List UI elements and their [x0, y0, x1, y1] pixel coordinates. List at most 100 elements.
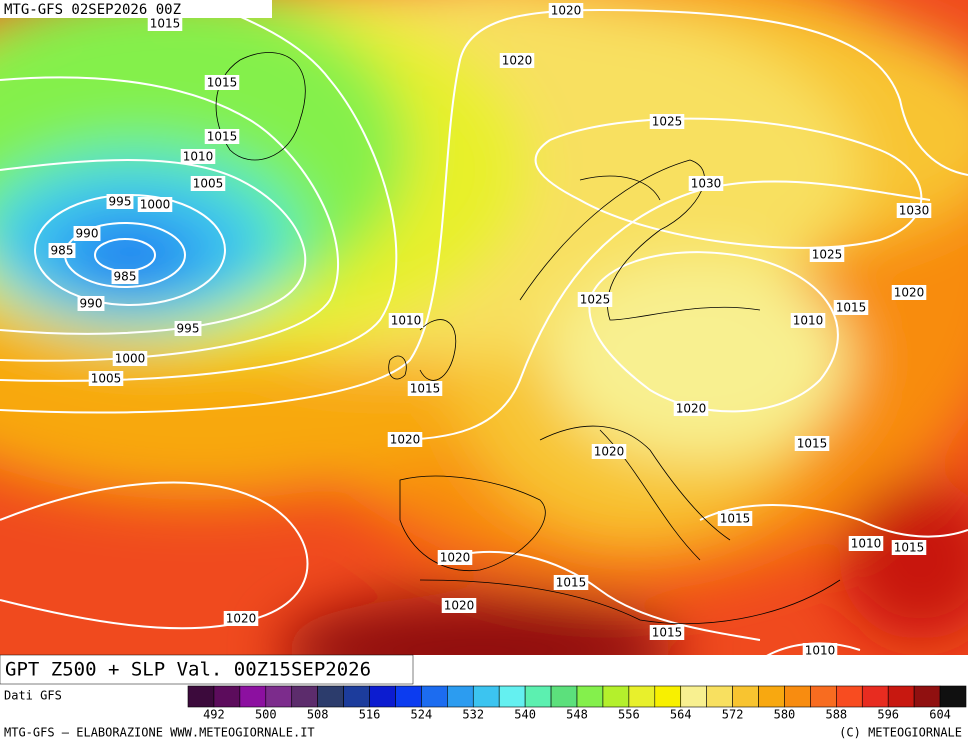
isobar-label-bg	[407, 381, 443, 396]
colorbar-tick-label: 524	[411, 708, 433, 722]
isobar-label-bg	[106, 194, 134, 209]
colorbar-swatch	[887, 685, 915, 708]
isobar-label: 990	[80, 297, 103, 311]
isobar-label: 1000	[115, 352, 146, 366]
isobar-label: 1015	[207, 130, 238, 144]
isobar-label-bg	[896, 203, 932, 218]
isobar-label-bg	[790, 313, 826, 328]
isobar-label-bg	[77, 296, 105, 311]
isobar-label: 1025	[812, 248, 843, 262]
colorbar-tick-label: 500	[255, 708, 277, 722]
isobar-label-bg	[204, 75, 240, 90]
title-box	[0, 654, 414, 685]
isobar-label-bg	[387, 432, 423, 447]
colorbar-swatch	[602, 685, 630, 708]
footer-left: MTG-GFS — ELABORAZIONE WWW.METEOGIORNALE…	[4, 726, 315, 740]
colorbar-swatch	[187, 685, 215, 708]
isobar-label: 995	[109, 195, 132, 209]
isobar-label-bg	[794, 436, 830, 451]
colorbar-swatch	[680, 685, 707, 708]
isobar-label: 1010	[183, 150, 214, 164]
colorbar-tick-label: 604	[929, 708, 951, 722]
isobar-label-bg	[891, 285, 927, 300]
isobar-label: 1015	[410, 382, 441, 396]
isobar-label: 1015	[652, 626, 683, 640]
isobar-label-bg	[137, 197, 173, 212]
isobar-label-bg	[204, 129, 240, 144]
isobar-label: 1020	[440, 551, 471, 565]
colorbar-swatch	[369, 685, 396, 708]
isobar-label: 1020	[390, 433, 421, 447]
isobar-label: 1000	[140, 198, 171, 212]
colorbar-swatch	[213, 685, 241, 708]
footer-right: (C) METEOGIORNALE	[839, 726, 962, 740]
isobar-label: 1005	[91, 372, 122, 386]
isobar-label-bg	[553, 575, 589, 590]
colorbar-swatch	[836, 685, 863, 708]
colorbar-swatch	[317, 685, 344, 708]
isobar-label-bg	[649, 114, 685, 129]
isobar-label: 1020	[676, 402, 707, 416]
isobar-label: 1030	[691, 177, 722, 191]
colorbar-swatch	[472, 685, 500, 708]
isobar-label-bg	[833, 300, 869, 315]
colorbar-swatch	[395, 685, 422, 708]
colorbar-tick-label: 548	[566, 708, 588, 722]
isobar-label-bg	[388, 313, 424, 328]
isobar-label: 1015	[150, 17, 181, 31]
isobar-label-bg	[548, 3, 584, 18]
colorbar-swatch	[861, 685, 889, 708]
header-box	[0, 0, 272, 18]
isobar-label: 1005	[193, 177, 224, 191]
colorbar-tick-label: 540	[514, 708, 536, 722]
isobar-label: 1015	[894, 541, 925, 555]
isobar-label-bg	[891, 540, 927, 555]
isobar-label-bg	[111, 269, 139, 284]
isobar-label-bg	[73, 226, 101, 241]
title: GPT Z500 + SLP Val. 00Z15SEP2026	[5, 659, 371, 681]
isobar-label-bg	[112, 351, 148, 366]
isobar-label: 1015	[836, 301, 867, 315]
isobar-label: 1030	[899, 204, 930, 218]
isobar-label: 1010	[391, 314, 422, 328]
isobar-label: 995	[177, 322, 200, 336]
isobar-label-bg	[673, 401, 709, 416]
colorbar-tick-label: 508	[307, 708, 329, 722]
isobar-label-bg	[848, 536, 884, 551]
colorbar-swatch	[706, 685, 733, 708]
isobar-label: 1020	[444, 599, 475, 613]
isobar-label-bg	[809, 247, 845, 262]
isobar-label-bg	[48, 243, 76, 258]
isobar-label: 985	[114, 270, 137, 284]
isobar-labels: 1015 1020 1020 1015 1015 1010 1005 995 1000 990 98…	[48, 3, 932, 658]
isobar-label-bg	[180, 149, 216, 164]
colorbar-tick-label: 588	[825, 708, 847, 722]
colorbar-tick-label: 572	[722, 708, 744, 722]
colorbar-swatch	[265, 685, 293, 708]
colorbar-swatch	[732, 685, 759, 708]
isobar-label: 1020	[551, 4, 582, 18]
colorbar-swatch	[913, 685, 941, 708]
isobar-label: 1020	[502, 54, 533, 68]
colorbar-tick-label: 516	[359, 708, 381, 722]
isobar-label-bg	[688, 176, 724, 191]
colorbar-tick-label: 580	[774, 708, 796, 722]
isobar-label: 990	[76, 227, 99, 241]
isobar-label-bg	[441, 598, 477, 613]
isobar-label: 1015	[207, 76, 238, 90]
colorbar-swatch	[239, 685, 267, 708]
isobar-label: 1015	[720, 512, 751, 526]
isobar-label: 1010	[805, 644, 836, 658]
colorbar-swatch	[810, 685, 837, 708]
isobar-label-bg	[591, 444, 627, 459]
colorbar: 492 500 508 516 524 532 540 548 556 564 572 580 588 5…	[187, 685, 967, 722]
colorbar-swatch	[654, 685, 682, 708]
colorbar-swatch	[758, 685, 785, 708]
colorbar-swatch	[291, 685, 318, 708]
isobar-label-bg	[174, 321, 202, 336]
colorbar-tick-label: 532	[462, 708, 484, 722]
colorbar-tick-label: 492	[203, 708, 225, 722]
colorbar-swatch	[939, 685, 967, 708]
